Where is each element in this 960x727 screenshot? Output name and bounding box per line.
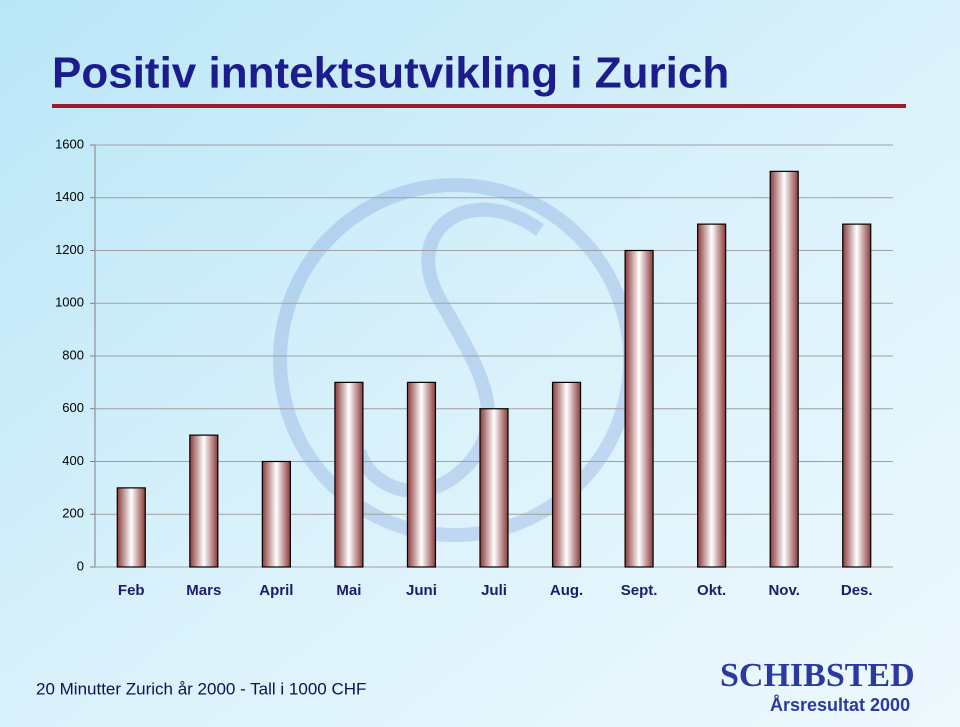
footer: 20 Minutter Zurich år 2000 - Tall i 1000…	[36, 679, 366, 698]
x-tick-label: Feb	[118, 582, 145, 599]
y-tick-label: 600	[62, 400, 84, 415]
x-tick-label: Okt.	[697, 582, 726, 599]
bar	[261, 460, 291, 568]
x-tick-label: Mai	[336, 582, 361, 599]
logo-subtitle: Årsresultat 2000	[770, 695, 910, 715]
bar	[697, 223, 727, 568]
x-tick-label: Juni	[406, 582, 437, 599]
y-tick-label: 0	[77, 558, 84, 573]
logo-name: SCHIBSTED	[720, 657, 915, 694]
y-tick-label: 1200	[55, 242, 84, 257]
x-tick-label: Juli	[481, 582, 507, 599]
y-tick-label: 1600	[55, 136, 84, 151]
title: Positiv inntektsutvikling i Zurich	[52, 49, 729, 98]
bar	[624, 249, 654, 568]
x-tick-label: Mars	[186, 582, 221, 599]
bar	[189, 434, 219, 568]
bar	[769, 170, 799, 568]
x-tick-label: Des.	[841, 582, 873, 599]
bar	[334, 381, 364, 568]
y-tick-label: 400	[62, 453, 84, 468]
y-tick-label: 800	[62, 347, 84, 362]
bar	[116, 487, 146, 568]
bar	[842, 223, 872, 568]
y-tick-label: 200	[62, 506, 84, 521]
x-tick-label: Aug.	[550, 582, 583, 599]
x-tick-label: April	[259, 582, 293, 599]
bar	[551, 381, 582, 568]
y-tick-label: 1400	[55, 189, 84, 204]
y-tick-label: 1000	[55, 295, 84, 310]
x-tick-label: Nov.	[768, 582, 799, 599]
x-tick-label: Sept.	[621, 582, 658, 599]
bar	[406, 381, 437, 568]
bar	[479, 408, 509, 568]
